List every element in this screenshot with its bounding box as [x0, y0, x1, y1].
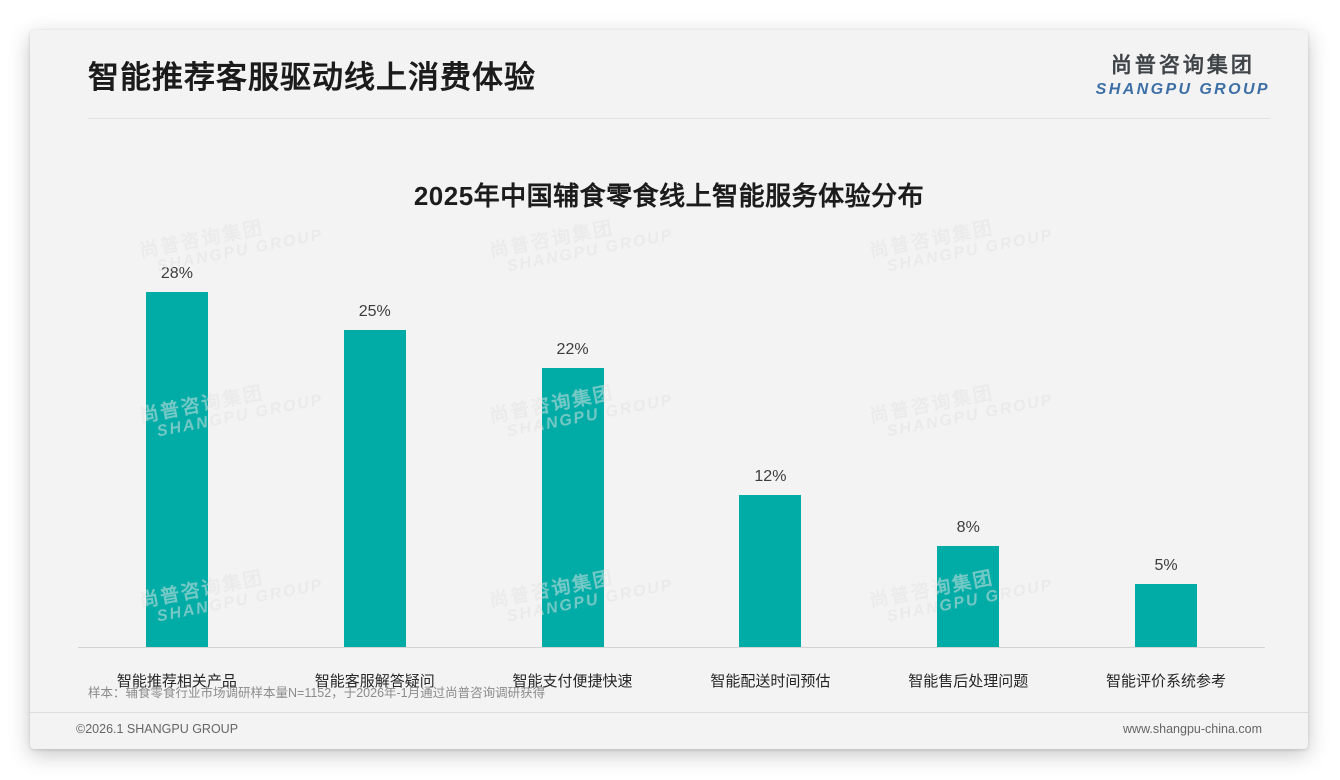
category-label: 智能支付便捷快速	[512, 673, 633, 690]
bar-value-label: 8%	[956, 519, 980, 536]
bar-group: 22% 智能支付便捷快速	[474, 268, 672, 690]
chart-area: 2025年中国辅食零食线上智能服务体验分布 28% 智能推荐相关产品 25% 智…	[30, 118, 1308, 712]
bar-group: 25% 智能客服解答疑问	[276, 268, 474, 690]
sample-footnote: 样本：辅食零食行业市场调研样本量N=1152，于2026年-1月通过尚普咨询调研…	[88, 686, 546, 700]
bar[interactable]	[937, 546, 1000, 647]
bar-value-label: 25%	[358, 303, 391, 320]
brand-logo-english: SHANGPU GROUP	[1095, 81, 1270, 98]
slide-header: 智能推荐客服驱动线上消费体验 尚普咨询集团 SHANGPU GROUP	[30, 30, 1308, 118]
header-divider	[88, 118, 1270, 119]
bar-group: 28% 智能推荐相关产品	[78, 265, 276, 690]
slide-card: 智能推荐客服驱动线上消费体验 尚普咨询集团 SHANGPU GROUP 2025…	[30, 30, 1308, 749]
category-label: 智能评价系统参考	[1106, 673, 1227, 690]
chart-title: 2025年中国辅食零食线上智能服务体验分布	[413, 181, 925, 211]
bar-value-label: 28%	[160, 265, 193, 282]
bar-group: 5% 智能评价系统参考	[1067, 268, 1265, 690]
category-label: 智能售后处理问题	[908, 673, 1029, 690]
x-axis-line	[78, 647, 1265, 648]
bar-chart-plot: 28% 智能推荐相关产品 25% 智能客服解答疑问 22% 智能支付便捷快速 1…	[78, 265, 1265, 690]
category-label: 智能推荐相关产品	[116, 673, 237, 690]
bar[interactable]	[145, 292, 208, 647]
brand-logo: 尚普咨询集团 SHANGPU GROUP	[1096, 55, 1270, 98]
footer-copyright: ©2026.1 SHANGPU GROUP	[76, 722, 239, 736]
bar-value-label: 5%	[1154, 557, 1178, 574]
bar[interactable]	[541, 368, 604, 647]
bar[interactable]	[1135, 584, 1198, 647]
category-label: 智能客服解答疑问	[314, 673, 435, 690]
bar-value-label: 22%	[556, 341, 589, 358]
bar-group: 8% 智能售后处理问题	[869, 268, 1067, 690]
category-label: 智能配送时间预估	[710, 673, 831, 690]
footer-website-url: www.shangpu-china.com	[1123, 722, 1262, 736]
bar[interactable]	[739, 495, 802, 647]
bar-group: 12% 智能配送时间预估	[672, 268, 870, 690]
slide-footer: ©2026.1 SHANGPU GROUP www.shangpu-china.…	[30, 713, 1308, 749]
brand-logo-chinese: 尚普咨询集团	[1110, 54, 1255, 77]
footer-divider	[30, 712, 1308, 713]
bar[interactable]	[343, 330, 406, 647]
bar-value-label: 12%	[754, 468, 787, 485]
page-title: 智能推荐客服驱动线上消费体验	[88, 60, 536, 95]
